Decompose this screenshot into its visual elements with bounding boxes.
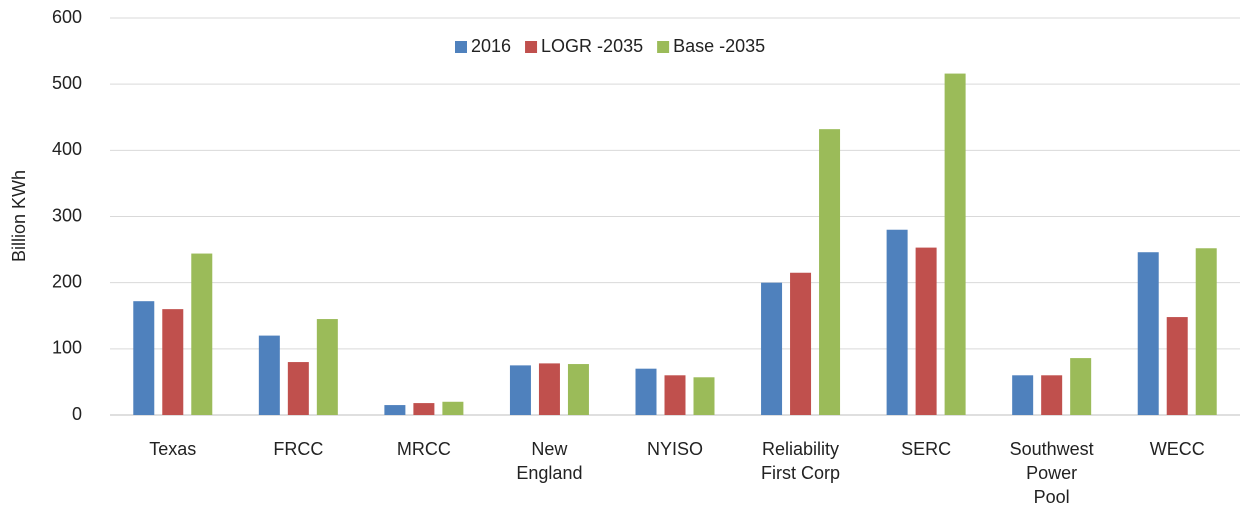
bar [287,362,309,415]
bar [384,405,406,415]
bar [509,365,531,415]
x-tick-label: Reliability First Corp [761,439,841,483]
y-tick-label: 600 [52,7,82,27]
x-tick-label: FRCC [273,439,324,459]
bar [886,229,908,415]
x-tick-label: Southwest Power Pool [1009,439,1094,507]
bar [258,335,280,415]
bar [1195,248,1217,415]
legend-swatch [455,41,467,53]
x-tick-label: SERC [901,439,952,459]
y-tick-label: 200 [52,271,82,291]
bar [413,403,435,415]
bar [944,73,966,415]
x-tick-label: NYISO [646,439,703,459]
bar [819,129,841,415]
bar [162,309,184,415]
y-axis-label: Billion KWh [9,170,29,262]
bar [664,375,686,415]
x-tick-label: WECC [1149,439,1205,459]
bar [316,319,338,415]
bar [133,301,155,415]
legend-swatch [525,41,538,53]
x-tick-label: MRCC [396,439,451,459]
bar [1166,317,1188,415]
legend-label: Base -2035 [673,36,765,56]
y-tick-label: 300 [52,205,82,225]
bar [442,401,464,415]
y-tick-label: 0 [72,404,82,424]
bar [693,377,715,415]
bar [761,282,783,415]
bar [1041,375,1063,415]
legend-label: LOGR -2035 [541,36,643,56]
y-tick-label: 100 [52,338,82,358]
bar [1012,375,1034,415]
x-tick-label: New England [516,439,583,483]
bar [538,363,560,415]
legend-swatch [657,41,670,53]
bar [1070,358,1092,415]
bar [1137,252,1159,415]
bar [567,364,589,415]
x-tick-label: Texas [149,439,197,459]
legend-label: 2016 [471,36,511,56]
bar [191,253,213,415]
bar [790,272,812,415]
y-tick-label: 500 [52,73,82,93]
y-tick-label: 400 [52,139,82,159]
bar [635,368,657,415]
bar [915,247,937,415]
